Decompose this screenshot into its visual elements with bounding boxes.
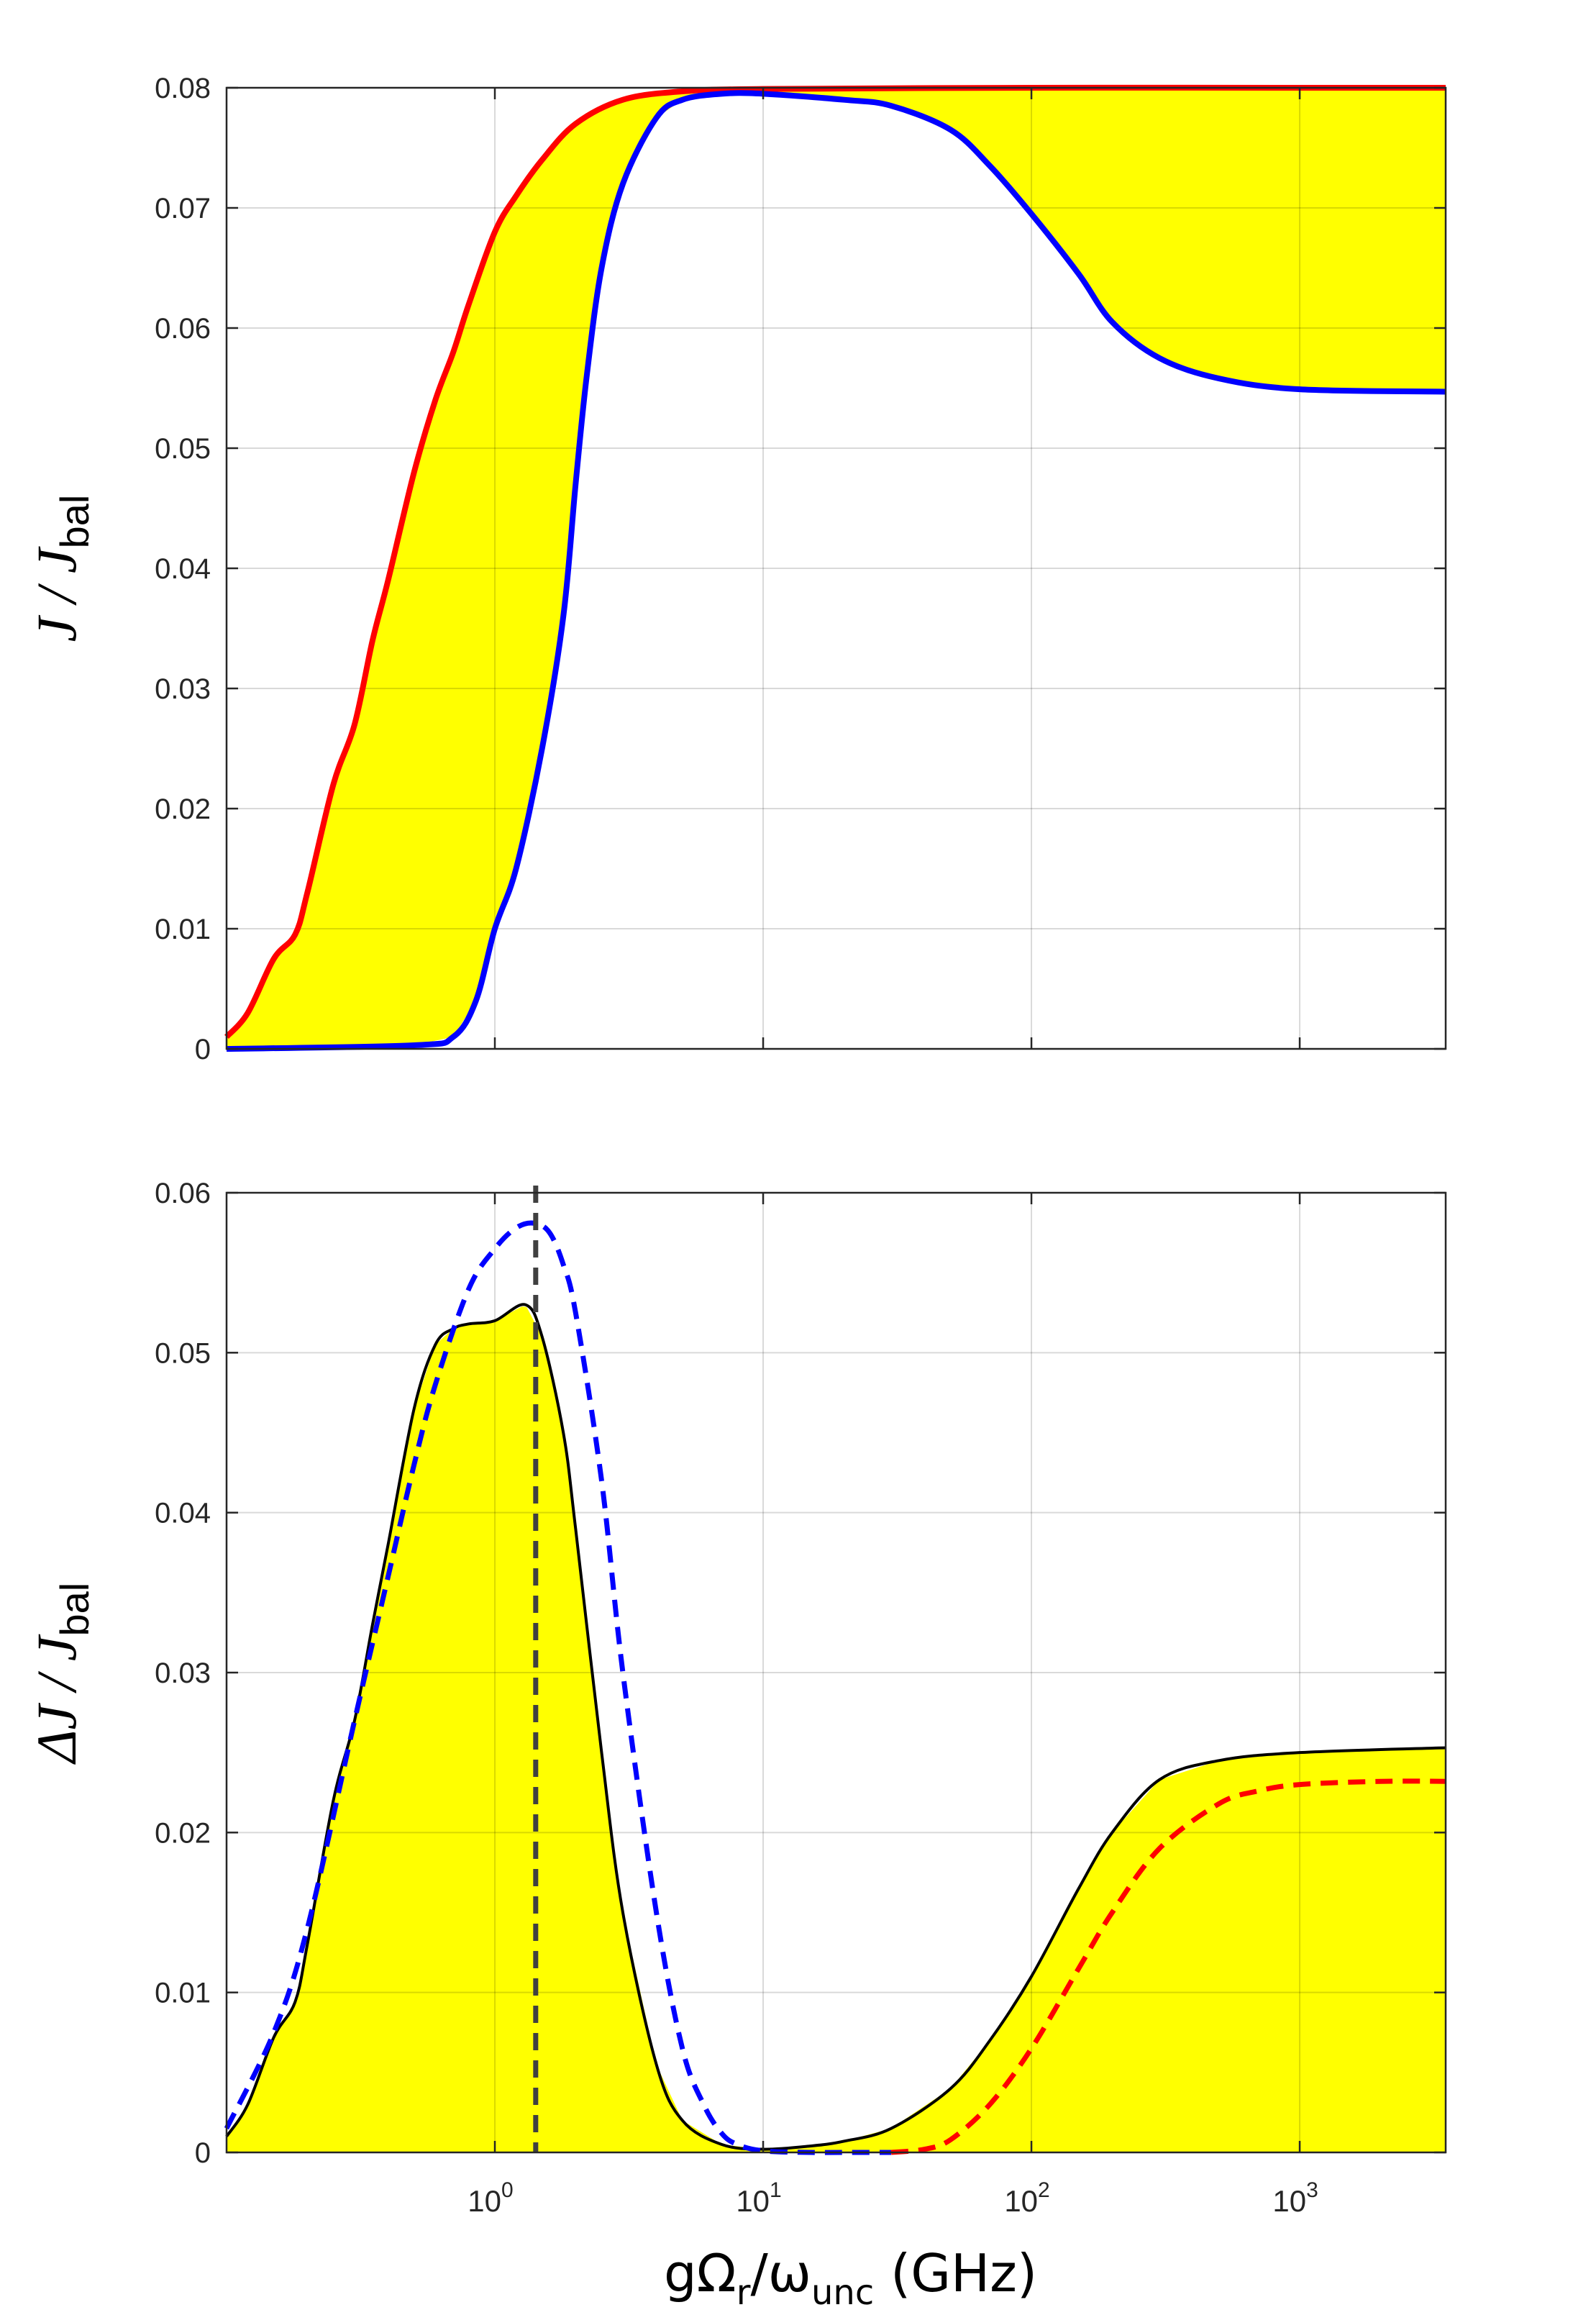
fill-area	[227, 1306, 1446, 2152]
series-line-0	[225, 1303, 1446, 2151]
ytick-label: 0.05	[155, 433, 211, 465]
ytick-label: 0.02	[155, 1817, 211, 1849]
xtick-label: 101	[736, 2178, 781, 2218]
ytick-label: 0.07	[155, 193, 211, 224]
fill-region	[227, 88, 1446, 1049]
fill-area	[227, 88, 1446, 1049]
xtick-label: 103	[1272, 2178, 1318, 2218]
ytick-label: 0.03	[155, 673, 211, 705]
series-line-2	[890, 1778, 1446, 2155]
panel-bottom: 0 0.01 0.02 0.03 0.04 0.05 0.06 100 101 102 103 ΔJ …	[25, 1178, 1447, 2313]
ytick-label: 0.01	[155, 1978, 211, 2009]
ticks: 0 0.01 0.02 0.03 0.04 0.05 0.06 100 101 102 103	[155, 1178, 1446, 2218]
xtick-label: 100	[468, 2178, 513, 2218]
ytick-label: 0.03	[155, 1657, 211, 1689]
panel-top: 0 0.01 0.02 0.03 0.04 0.05 0.06 0.07 0.08 J / Jba…	[25, 73, 1447, 1065]
ytick-label: 0.01	[155, 914, 211, 945]
fill-region	[227, 1306, 1446, 2152]
series-group	[224, 1220, 1446, 2155]
ytick-label: 0.04	[155, 1498, 211, 1529]
ticks: 0 0.01 0.02 0.03 0.04 0.05 0.06 0.07 0.08	[155, 73, 1446, 1065]
ytick-label: 0.04	[155, 553, 211, 585]
ytick-label: 0.06	[155, 1178, 211, 1209]
x-axis-label: gΩr/ωunc (GHz)	[664, 2243, 1037, 2313]
grid	[227, 1192, 1446, 2153]
xtick-label: 102	[1004, 2178, 1049, 2218]
ytick-label: 0.05	[155, 1337, 211, 1369]
series-line-1	[224, 1220, 892, 2155]
y-axis-label: J / Jbal	[25, 495, 97, 642]
ytick-label: 0.06	[155, 313, 211, 345]
ytick-label: 0.08	[155, 73, 211, 104]
ytick-label: 0.02	[155, 793, 211, 825]
y-axis-label: ΔJ / Jbal	[25, 1583, 97, 1765]
series-line-1	[226, 90, 1446, 1052]
ytick-label: 0	[195, 2137, 211, 2169]
ytick-label: 0	[195, 1034, 211, 1065]
